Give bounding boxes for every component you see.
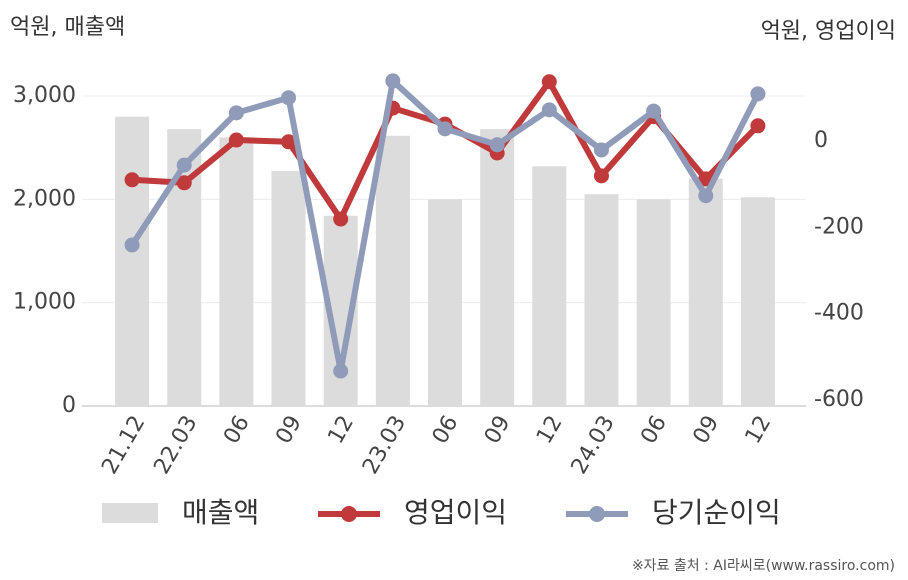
y-tick-label: 1,000	[13, 290, 76, 315]
point	[333, 363, 349, 379]
point	[593, 142, 609, 158]
point	[489, 137, 505, 153]
source: ※자료 출처 : AI라씨로(www.rassiro.com)	[632, 558, 895, 574]
bar	[219, 137, 254, 407]
bar	[115, 116, 150, 407]
x-tick-label: 22.03	[149, 412, 202, 479]
point	[437, 121, 453, 137]
x-tick-label: 09	[271, 412, 307, 449]
point	[228, 132, 244, 148]
point	[281, 90, 297, 106]
bar	[688, 178, 723, 406]
x-tick-label: 09	[689, 412, 725, 449]
point	[541, 102, 557, 118]
point	[176, 157, 192, 173]
left-unit: 억원, 매출액	[10, 15, 125, 40]
right-unit: 억원, 영업이익	[761, 19, 896, 44]
y-tick-label: 2,000	[13, 186, 76, 211]
legend-label: 당기순이익	[652, 496, 781, 529]
y2-tick-label: 0	[814, 128, 828, 153]
y-tick-label: 0	[62, 393, 76, 418]
x-tick-label: 12	[532, 412, 568, 449]
point	[698, 188, 714, 204]
x-tick-label: 06	[428, 412, 464, 449]
point	[646, 103, 662, 119]
legend-swatch	[341, 506, 357, 522]
bar	[375, 135, 410, 407]
bar	[532, 166, 567, 406]
bar	[636, 199, 671, 406]
legend-label: 영업이익	[404, 496, 507, 529]
x-tick-label: 23.03	[358, 412, 411, 479]
bar	[480, 129, 515, 407]
y2-tick-label: -200	[814, 214, 864, 239]
point	[124, 172, 140, 188]
y2-tick-label: -400	[814, 301, 864, 326]
point	[281, 134, 297, 150]
point	[750, 86, 766, 102]
legend-swatch	[102, 503, 158, 523]
legend-swatch	[589, 506, 605, 522]
x-tick-label: 06	[219, 412, 255, 449]
point	[593, 168, 609, 184]
point	[333, 211, 349, 227]
y-tick-label: 3,000	[13, 83, 76, 108]
bar	[428, 199, 462, 406]
point	[176, 175, 192, 191]
x-tick-label: 06	[636, 412, 672, 449]
x-tick-label: 12	[323, 412, 359, 449]
point	[228, 105, 244, 121]
bar	[271, 170, 306, 406]
point	[541, 74, 557, 90]
x-tick-label: 12	[741, 412, 777, 449]
bar	[740, 197, 775, 406]
x-tick-label: 24.03	[567, 412, 620, 479]
point	[124, 237, 140, 253]
point	[385, 73, 401, 89]
bar	[584, 194, 619, 406]
point	[750, 118, 766, 134]
x-tick-label: 09	[480, 411, 516, 448]
legend-label: 매출액	[182, 496, 259, 529]
y2-tick-label: -600	[814, 387, 864, 412]
x-tick-label: 21.12	[97, 412, 150, 479]
